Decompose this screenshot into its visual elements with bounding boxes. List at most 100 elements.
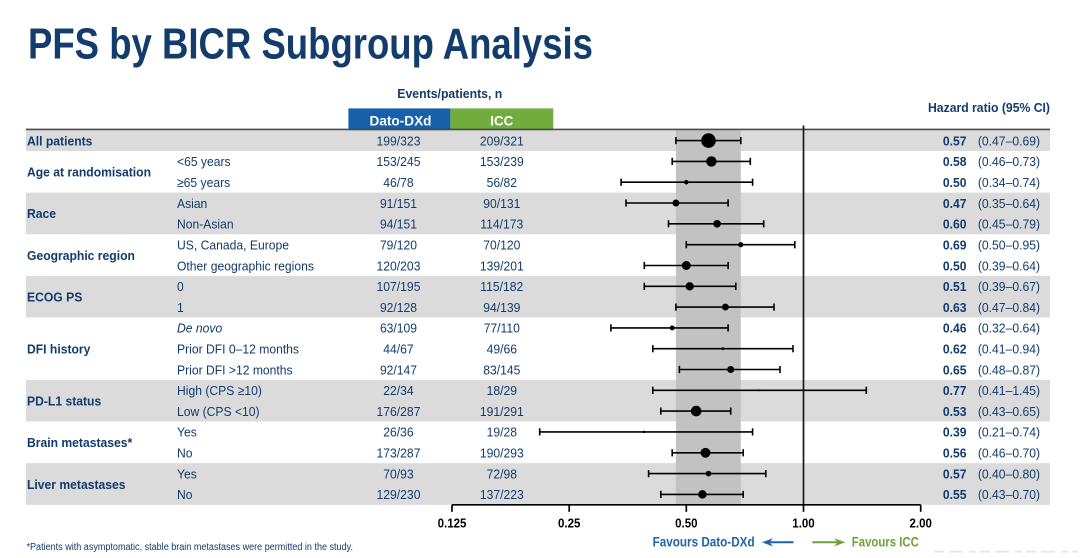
- svg-text:0.46: 0.46: [943, 321, 967, 336]
- svg-text:0.125: 0.125: [438, 516, 467, 531]
- svg-text:0.47: 0.47: [943, 196, 967, 211]
- svg-text:120/203: 120/203: [377, 258, 421, 273]
- svg-text:(0.39–0.64): (0.39–0.64): [978, 258, 1040, 273]
- svg-text:107/195: 107/195: [377, 279, 421, 294]
- svg-text:137/223: 137/223: [480, 487, 524, 502]
- svg-text:129/230: 129/230: [377, 487, 421, 502]
- svg-text:(0.47–0.69): (0.47–0.69): [978, 133, 1040, 148]
- svg-text:173/287: 173/287: [377, 446, 421, 461]
- svg-text:PD-L1 status: PD-L1 status: [27, 394, 101, 409]
- svg-text:191/291: 191/291: [480, 404, 524, 419]
- svg-text:(0.35–0.64): (0.35–0.64): [978, 196, 1040, 211]
- svg-text:139/201: 139/201: [480, 258, 524, 273]
- svg-text:26/36: 26/36: [383, 425, 413, 440]
- svg-text:0.25: 0.25: [558, 516, 580, 531]
- svg-text:0.58: 0.58: [943, 154, 967, 169]
- svg-text:(0.21–0.74): (0.21–0.74): [978, 425, 1040, 440]
- svg-text:(0.39–0.67): (0.39–0.67): [978, 279, 1040, 294]
- svg-text:0.57: 0.57: [943, 466, 967, 481]
- svg-text:Yes: Yes: [177, 466, 197, 481]
- svg-text:Hazard ratio (95% CI): Hazard ratio (95% CI): [928, 100, 1050, 115]
- svg-text:No: No: [177, 487, 193, 502]
- svg-text:0.56: 0.56: [943, 446, 967, 461]
- svg-text:56/82: 56/82: [487, 175, 517, 190]
- svg-text:115/182: 115/182: [480, 279, 523, 294]
- svg-text:0.50: 0.50: [943, 175, 967, 190]
- svg-text:19/28: 19/28: [487, 425, 517, 440]
- svg-text:<65 years: <65 years: [177, 154, 231, 169]
- svg-text:(0.43–0.70): (0.43–0.70): [978, 487, 1040, 502]
- svg-text:ECOG PS: ECOG PS: [27, 290, 82, 305]
- svg-text:*Patients with asymptomatic, s: *Patients with asymptomatic, stable brai…: [27, 542, 354, 553]
- svg-text:Brain metastases*: Brain metastases*: [27, 435, 133, 450]
- svg-text:22/34: 22/34: [383, 383, 413, 398]
- svg-text:High (CPS ≥10): High (CPS ≥10): [177, 383, 262, 398]
- svg-text:91/151: 91/151: [380, 196, 417, 211]
- svg-text:0.53: 0.53: [943, 404, 967, 419]
- svg-text:(0.47–0.84): (0.47–0.84): [978, 300, 1040, 315]
- svg-text:44/67: 44/67: [383, 342, 413, 357]
- svg-text:Race: Race: [27, 206, 56, 221]
- svg-text:0.69: 0.69: [943, 238, 967, 253]
- svg-text:2.00: 2.00: [910, 516, 932, 531]
- svg-text:(0.45–0.79): (0.45–0.79): [978, 217, 1040, 232]
- svg-text:0.57: 0.57: [943, 133, 967, 148]
- svg-text:Low (CPS <10): Low (CPS <10): [177, 404, 260, 419]
- svg-text:0.63: 0.63: [943, 300, 967, 315]
- svg-text:0.55: 0.55: [943, 487, 967, 502]
- svg-text:79/120: 79/120: [380, 238, 417, 253]
- svg-text:(0.41–0.94): (0.41–0.94): [978, 342, 1040, 357]
- svg-text:Age at randomisation: Age at randomisation: [27, 165, 151, 180]
- svg-text:94/151: 94/151: [380, 217, 417, 232]
- svg-text:(0.46–0.70): (0.46–0.70): [978, 446, 1040, 461]
- svg-text:1.00: 1.00: [792, 516, 814, 531]
- svg-text:1: 1: [177, 300, 184, 315]
- svg-text:18/29: 18/29: [487, 383, 517, 398]
- svg-text:92/147: 92/147: [380, 362, 417, 377]
- svg-text:114/173: 114/173: [480, 217, 523, 232]
- svg-text:0.65: 0.65: [943, 362, 967, 377]
- svg-text:0.50: 0.50: [675, 516, 697, 531]
- svg-text:0.50: 0.50: [943, 258, 967, 273]
- svg-text:70/120: 70/120: [483, 238, 520, 253]
- svg-text:(0.40–0.80): (0.40–0.80): [978, 466, 1040, 481]
- svg-text:Yes: Yes: [177, 425, 197, 440]
- svg-text:Events/patients, n: Events/patients, n: [397, 87, 502, 101]
- svg-text:153/239: 153/239: [480, 154, 524, 169]
- svg-text:De novo: De novo: [177, 321, 222, 336]
- svg-text:≥65 years: ≥65 years: [177, 175, 231, 190]
- svg-text:(0.46–0.73): (0.46–0.73): [978, 154, 1040, 169]
- svg-text:(0.32–0.64): (0.32–0.64): [978, 321, 1040, 336]
- svg-text:0.62: 0.62: [943, 342, 967, 357]
- svg-text:Liver metastases: Liver metastases: [27, 477, 126, 492]
- svg-text:Prior DFI 0–12 months: Prior DFI 0–12 months: [177, 342, 299, 357]
- svg-text:Geographic region: Geographic region: [27, 248, 135, 263]
- svg-text:190/293: 190/293: [480, 446, 524, 461]
- svg-text:209/321: 209/321: [480, 133, 524, 148]
- svg-text:77/110: 77/110: [484, 321, 520, 336]
- svg-text:49/66: 49/66: [487, 342, 517, 357]
- svg-text:Prior DFI >12 months: Prior DFI >12 months: [177, 362, 293, 377]
- svg-text:(0.34–0.74): (0.34–0.74): [978, 175, 1040, 190]
- svg-text:Asian: Asian: [177, 196, 207, 211]
- svg-text:(0.43–0.65): (0.43–0.65): [978, 404, 1040, 419]
- svg-text:63/109: 63/109: [380, 321, 417, 336]
- svg-text:Other geographic regions: Other geographic regions: [177, 258, 314, 273]
- svg-text:(0.48–0.87): (0.48–0.87): [978, 362, 1040, 377]
- svg-text:PFS by BICR Subgroup Analysis: PFS by BICR Subgroup Analysis: [28, 20, 593, 69]
- svg-text:92/128: 92/128: [380, 300, 417, 315]
- svg-text:199/323: 199/323: [377, 133, 421, 148]
- svg-text:0.77: 0.77: [943, 383, 967, 398]
- svg-text:Favours Dato-DXd: Favours Dato-DXd: [653, 534, 755, 549]
- svg-text:All patients: All patients: [27, 133, 92, 148]
- svg-text:90/131: 90/131: [483, 196, 520, 211]
- svg-text:70/93: 70/93: [383, 466, 413, 481]
- svg-text:153/245: 153/245: [377, 154, 421, 169]
- svg-text:No: No: [177, 446, 193, 461]
- svg-text:94/139: 94/139: [483, 300, 520, 315]
- svg-text:Non-Asian: Non-Asian: [177, 217, 234, 232]
- svg-text:0: 0: [177, 279, 184, 294]
- svg-text:DFI history: DFI history: [27, 342, 91, 357]
- svg-text:(0.50–0.95): (0.50–0.95): [978, 238, 1040, 253]
- svg-text:0.60: 0.60: [943, 217, 967, 232]
